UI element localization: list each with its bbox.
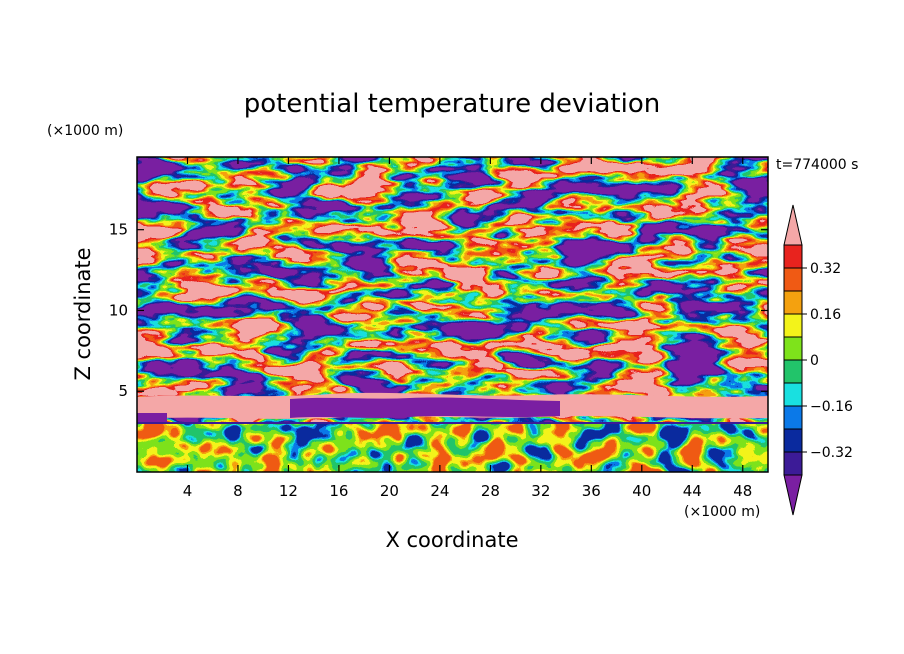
field-upper [137, 157, 768, 424]
colorbar-swatch [783, 336, 803, 361]
colorbar-swatch [783, 244, 803, 269]
colorbar-swatch [783, 428, 803, 453]
y-unit-label: (×1000 m) [47, 123, 123, 139]
chart-title: potential temperature deviation [244, 89, 660, 119]
plot-frame [136, 156, 769, 473]
x-tick-label: 36 [582, 482, 601, 500]
x-tick-label: 12 [279, 482, 298, 500]
x-unit-label: (×1000 m) [684, 504, 760, 520]
colorbar-extend-low [783, 474, 803, 516]
y-tick-label: 15 [109, 221, 128, 239]
colorbar: 0.32 0.16 0 −0.16 −0.32 [783, 204, 853, 516]
colorbar-swatch [783, 405, 803, 430]
y-tick-label: 5 [118, 382, 128, 400]
colorbar-label: −0.16 [810, 399, 853, 415]
inversion-band-cool-left [137, 413, 167, 424]
y-tick-label: 10 [109, 301, 128, 319]
colorbar-label: 0.32 [810, 261, 841, 277]
plot-area [136, 156, 769, 473]
colorbar-label: 0.16 [810, 307, 841, 323]
colorbar-swatch [783, 382, 803, 407]
x-tick-label: 4 [183, 482, 193, 500]
y-axis-label: Z coordinate [71, 247, 95, 380]
x-tick-label: 32 [531, 482, 550, 500]
colorbar-swatch [783, 267, 803, 292]
x-tick-label: 40 [632, 482, 651, 500]
inversion-edge [137, 422, 768, 424]
colorbar-label: −0.32 [810, 445, 853, 461]
colorbar-extend-high [783, 204, 803, 246]
x-tick-label: 24 [430, 482, 449, 500]
inversion-band-cool [290, 397, 560, 418]
x-tick-label: 20 [380, 482, 399, 500]
colorbar-swatch [783, 313, 803, 338]
x-tick-label: 44 [683, 482, 702, 500]
x-axis-label: X coordinate [385, 528, 518, 552]
x-tick-label: 28 [481, 482, 500, 500]
colorbar-label: 0 [810, 353, 819, 369]
colorbar-swatch [783, 290, 803, 315]
colorbar-swatch [783, 451, 803, 476]
x-tick-label: 8 [233, 482, 243, 500]
x-tick-label: 16 [329, 482, 348, 500]
colorbar-swatch [783, 359, 803, 384]
field-lower [137, 424, 768, 472]
x-tick-label: 48 [733, 482, 752, 500]
time-label: t=774000 s [776, 157, 858, 173]
